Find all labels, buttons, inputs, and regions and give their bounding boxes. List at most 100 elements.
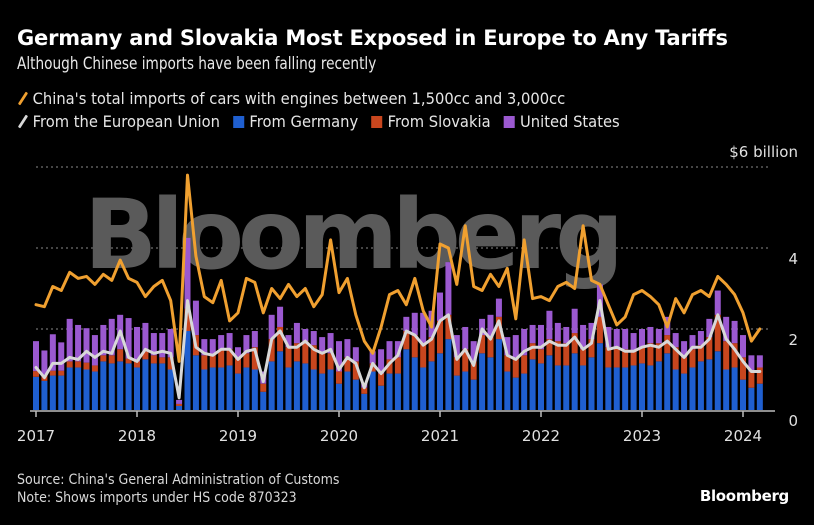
- bar-slovakia: [352, 361, 359, 380]
- bar-germany: [403, 349, 410, 410]
- bar-slovakia: [268, 339, 275, 362]
- bar-united-states: [58, 342, 65, 371]
- bar-germany: [285, 367, 292, 410]
- bar-slovakia: [588, 339, 595, 358]
- bar-slovakia: [546, 339, 553, 356]
- bar-germany: [445, 339, 452, 410]
- bar-slovakia: [150, 355, 157, 364]
- bar-united-states: [554, 322, 561, 342]
- bar-united-states: [192, 300, 199, 336]
- bar-germany: [251, 369, 258, 410]
- bar-united-states: [647, 326, 654, 344]
- bar-slovakia: [714, 314, 721, 352]
- legend-label: From the European Union: [32, 112, 220, 131]
- bar-united-states: [706, 318, 713, 338]
- bar-slovakia: [361, 387, 368, 394]
- legend-item-china-total: China's total imports of cars with engin…: [17, 89, 565, 108]
- bar-germany: [613, 367, 620, 410]
- bar-slovakia: [428, 337, 435, 362]
- bar-germany: [740, 379, 746, 410]
- bar-slovakia: [218, 349, 225, 368]
- bar-germany: [209, 367, 216, 410]
- bar-united-states: [495, 298, 502, 317]
- bar-united-states: [369, 351, 376, 364]
- bar-slovakia: [235, 357, 241, 374]
- bar-united-states: [327, 333, 334, 354]
- bar-slovakia: [554, 341, 561, 366]
- bar-united-states: [470, 341, 477, 362]
- bar-slovakia: [723, 341, 730, 370]
- bar-united-states: [605, 326, 612, 348]
- bar-slovakia: [462, 349, 469, 372]
- bar-slovakia: [512, 357, 519, 378]
- bar-germany: [538, 363, 544, 410]
- bar-united-states: [529, 324, 536, 344]
- bar-germany: [756, 383, 763, 410]
- bar-germany: [428, 361, 435, 410]
- bar-united-states: [344, 339, 351, 358]
- legend-square-swatch-purple: [503, 115, 515, 128]
- bar-united-states: [655, 329, 662, 344]
- bar-germany: [243, 367, 250, 410]
- bar-germany: [150, 363, 157, 410]
- bar-united-states: [336, 341, 342, 372]
- bar-united-states: [41, 350, 48, 375]
- bar-united-states: [588, 322, 595, 340]
- bar-united-states: [639, 329, 645, 348]
- bar-united-states: [235, 347, 241, 358]
- x-tick-label: 2018: [118, 427, 156, 445]
- bar-germany: [142, 359, 149, 410]
- bar-germany: [302, 363, 309, 410]
- bar-united-states: [159, 333, 166, 358]
- chart-title: Germany and Slovakia Most Exposed in Eur…: [17, 26, 728, 50]
- y-tick-label: $6 billion: [729, 143, 798, 161]
- bar-germany: [58, 375, 65, 410]
- bar-united-states: [75, 324, 82, 362]
- legend-label: China's total imports of cars with engin…: [32, 89, 566, 108]
- bar-slovakia: [310, 345, 317, 370]
- bar-slovakia: [630, 351, 637, 366]
- bar-germany: [268, 361, 275, 410]
- bar-united-states: [352, 347, 359, 362]
- bar-slovakia: [605, 347, 612, 368]
- bar-germany: [184, 331, 191, 410]
- bar-germany: [605, 367, 612, 410]
- bar-germany: [344, 371, 351, 410]
- bar-slovakia: [209, 355, 216, 368]
- bar-slovakia: [580, 349, 587, 366]
- bar-germany: [479, 353, 486, 410]
- bar-germany: [378, 385, 385, 410]
- bar-germany: [470, 379, 477, 410]
- bar-slovakia: [226, 349, 233, 366]
- bar-germany: [235, 373, 241, 410]
- bar-slovakia: [302, 341, 309, 364]
- bar-germany: [108, 363, 115, 410]
- x-tick-label: 2020: [320, 427, 358, 445]
- bar-germany: [647, 365, 654, 410]
- bar-slovakia: [100, 355, 107, 362]
- bar-germany: [706, 359, 713, 410]
- bar-germany: [277, 351, 284, 410]
- bar-united-states: [218, 335, 225, 350]
- bar-germany: [622, 367, 629, 410]
- bar-slovakia: [243, 353, 250, 368]
- axes-group: 0 2 4 $6 billion 2017 2018 2019 2020 2021 2022 202…: [17, 143, 798, 445]
- line-china-total: [34, 173, 762, 363]
- bar-slovakia: [672, 347, 679, 370]
- legend-row-2: From the European Union From Germany Fro…: [17, 112, 633, 131]
- bar-slovakia: [453, 357, 460, 376]
- bar-united-states: [504, 337, 511, 356]
- bar-slovakia: [336, 371, 342, 384]
- bar-slovakia: [470, 361, 477, 380]
- bar-united-states: [319, 337, 326, 354]
- bar-slovakia: [159, 357, 166, 364]
- bar-germany: [91, 371, 98, 410]
- bar-united-states: [268, 314, 275, 340]
- bar-germany: [655, 361, 662, 410]
- bar-slovakia: [613, 347, 620, 368]
- x-tick-label: 2022: [522, 427, 560, 445]
- bar-slovakia: [538, 349, 544, 364]
- bar-germany: [689, 367, 696, 410]
- bar-germany: [176, 405, 183, 410]
- bar-germany: [361, 393, 368, 410]
